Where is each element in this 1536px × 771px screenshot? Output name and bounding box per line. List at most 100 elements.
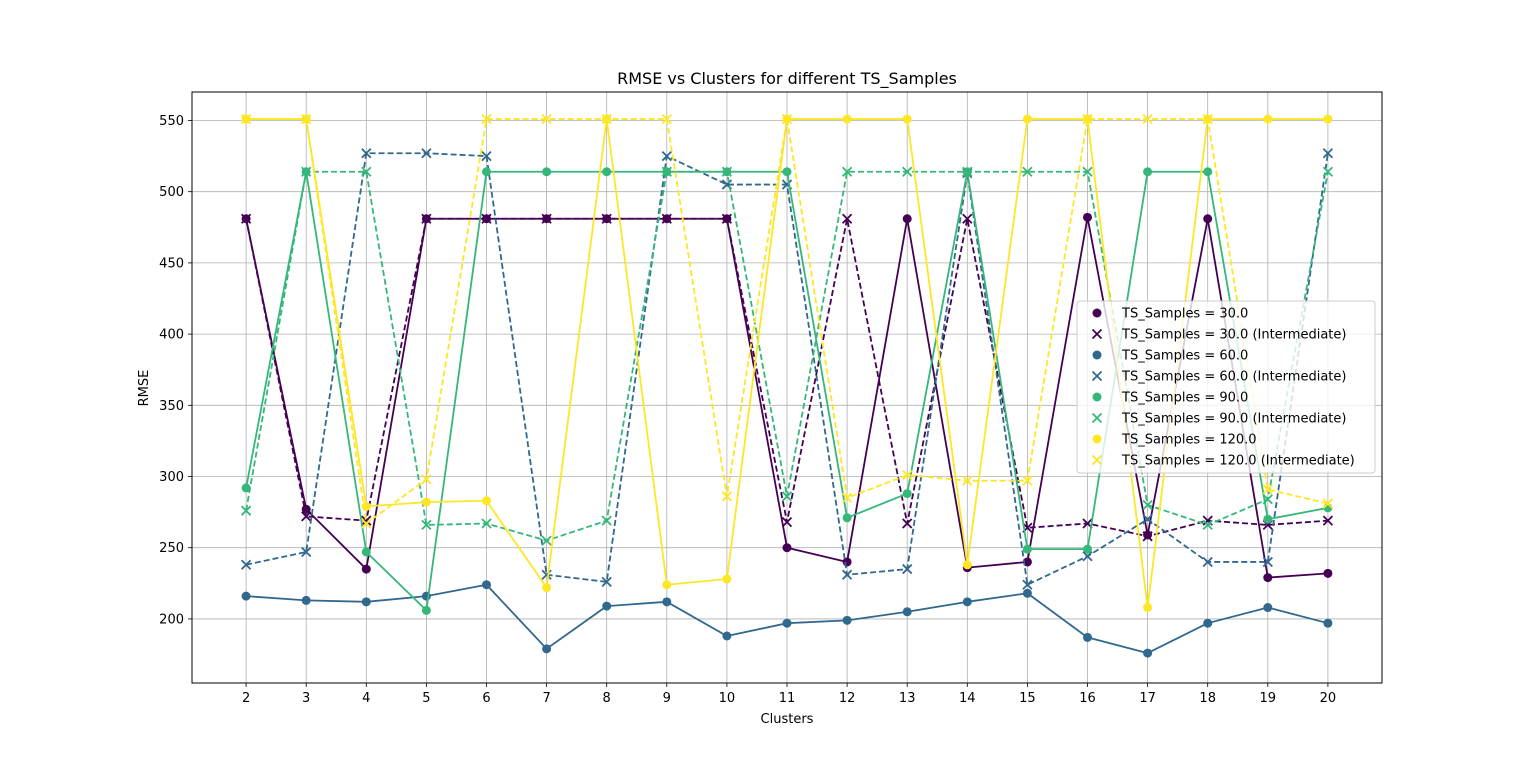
data-point (902, 518, 913, 529)
x-stroke (361, 518, 372, 529)
x-stroke (421, 474, 432, 485)
data-point (661, 113, 672, 125)
x-stroke (1142, 499, 1153, 511)
data-point (962, 475, 973, 486)
x-stroke (1091, 412, 1103, 424)
data-point (1202, 519, 1213, 531)
data-point (361, 518, 372, 529)
x-stroke (1322, 166, 1334, 177)
series-layer (240, 113, 1334, 658)
data-point (301, 546, 312, 558)
y-tick-label: 450 (159, 256, 184, 271)
data-point (962, 166, 973, 177)
x-stroke (301, 166, 312, 177)
data-point (601, 213, 612, 224)
x-tick-label: 18 (1199, 691, 1216, 706)
data-point (1082, 166, 1093, 177)
x-stroke (1082, 113, 1093, 125)
axes: 2 3 4 5 6 7 8 9 10 11 12 13 14 15 16 17 18 19 20 200 250 300 3… (159, 114, 1336, 706)
data-point (962, 560, 972, 570)
data-point (1143, 603, 1153, 613)
x-tick-label: 2 (242, 691, 250, 706)
data-point (1263, 514, 1273, 524)
x-tick-label: 14 (959, 691, 976, 706)
x-stroke (361, 166, 372, 177)
data-point (241, 591, 251, 601)
data-point (902, 563, 913, 575)
data-point (1323, 114, 1333, 124)
data-point (1083, 632, 1093, 642)
x-stroke (601, 576, 612, 588)
data-point (902, 489, 912, 499)
legend-label: TS_Samples = 120.0 (Intermediate) (1121, 454, 1355, 469)
data-point (841, 166, 853, 177)
data-point (902, 214, 912, 224)
x-stroke (902, 563, 913, 575)
data-point (421, 497, 431, 507)
y-tick-label: 200 (159, 612, 184, 627)
data-point (481, 213, 492, 224)
data-point (1142, 113, 1153, 125)
data-point (1262, 556, 1273, 568)
x-stroke (541, 113, 552, 125)
data-point (1263, 573, 1273, 583)
legend-item: TS_Samples = 90.0 (1092, 391, 1248, 406)
legend-item: TS_Samples = 120.0 (1092, 433, 1257, 448)
x-axis-label: Clusters (761, 712, 814, 727)
x-tick-label: 19 (1260, 691, 1277, 706)
data-point (481, 518, 492, 529)
x-stroke (781, 516, 793, 528)
data-point (721, 166, 733, 177)
x-stroke (1202, 515, 1213, 526)
x-tick-label: 12 (839, 691, 856, 706)
x-stroke (601, 113, 612, 125)
data-point (841, 569, 853, 580)
data-point (240, 213, 252, 224)
x-stroke (361, 515, 372, 526)
data-point (1022, 475, 1033, 486)
data-point (1203, 214, 1213, 224)
data-point (1322, 148, 1334, 159)
data-point (1202, 113, 1213, 125)
data-point (542, 167, 552, 177)
data-point (661, 166, 672, 177)
data-point (361, 148, 372, 159)
x-stroke (1142, 531, 1153, 542)
x-stroke (902, 469, 913, 481)
legend-item: TS_Samples = 120.0 (Intermediate) (1091, 454, 1355, 469)
x-stroke (481, 518, 492, 529)
y-axis-label: RMSE (137, 370, 152, 407)
legend-label: TS_Samples = 30.0 (1121, 307, 1248, 322)
x-stroke (1022, 475, 1033, 486)
y-tick-label: 350 (159, 399, 184, 414)
x-stroke (841, 166, 853, 177)
data-point (902, 607, 912, 617)
x-stroke (962, 475, 973, 486)
data-point (662, 597, 672, 607)
x-tick-label: 7 (542, 691, 550, 706)
x-stroke (1022, 579, 1033, 590)
data-point (782, 618, 792, 628)
data-point (1262, 494, 1273, 505)
data-point (421, 474, 432, 485)
x-stroke (1091, 328, 1103, 340)
data-point (301, 595, 311, 605)
data-point (601, 113, 612, 125)
legend-label: TS_Samples = 30.0 (Intermediate) (1121, 328, 1346, 343)
data-point (722, 631, 732, 641)
data-point (421, 519, 432, 531)
x-stroke (1322, 498, 1334, 509)
legend-marker (1091, 454, 1103, 466)
x-stroke (781, 491, 793, 502)
data-point (301, 511, 312, 522)
data-point (1322, 166, 1334, 177)
data-point (1022, 114, 1032, 124)
data-point (1143, 167, 1153, 177)
data-point (1083, 212, 1093, 222)
data-point (902, 114, 912, 124)
data-point (1022, 544, 1032, 554)
data-point (1263, 603, 1273, 613)
data-point (1203, 167, 1213, 177)
legend-box (1076, 300, 1376, 474)
data-point (481, 580, 491, 590)
